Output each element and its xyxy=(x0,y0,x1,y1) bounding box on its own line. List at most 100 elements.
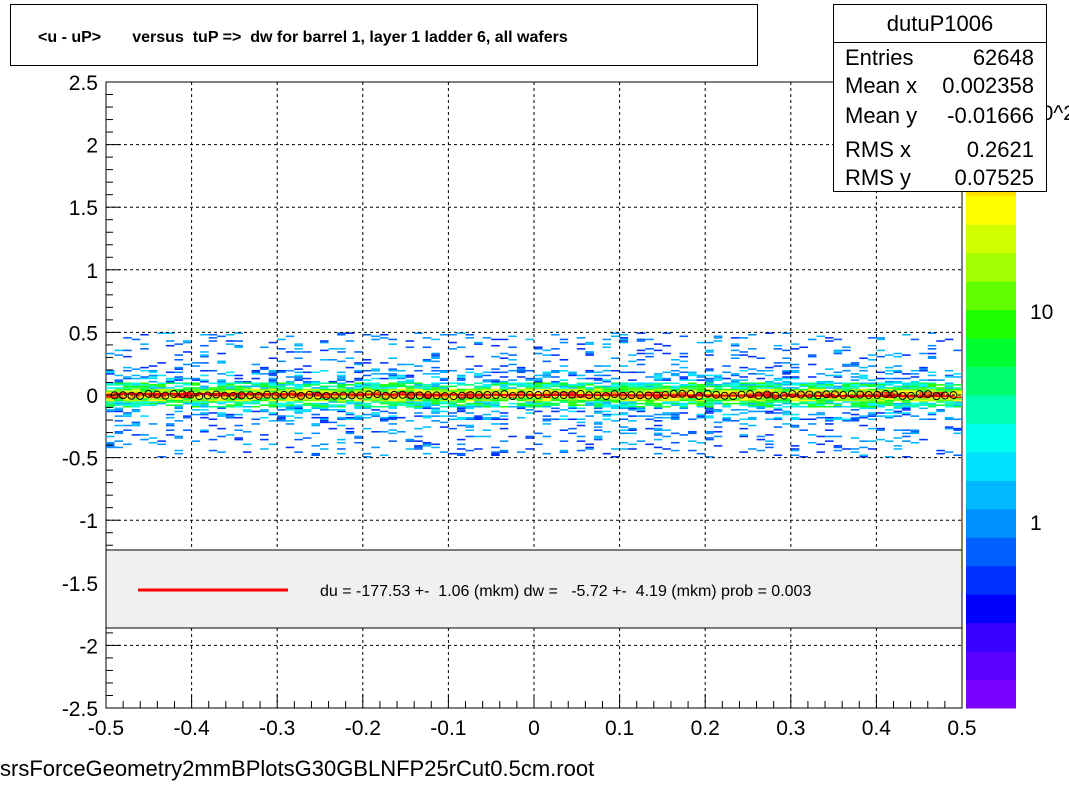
heatmap-cell xyxy=(645,352,654,355)
heatmap-cell xyxy=(405,385,415,388)
heatmap-cell xyxy=(191,413,201,416)
heatmap-cell xyxy=(474,365,483,367)
heatmap-cell xyxy=(790,391,800,394)
profile-point xyxy=(839,390,848,399)
heatmap-cell xyxy=(131,390,141,392)
heatmap-cell xyxy=(260,438,269,441)
heatmap-cell xyxy=(636,332,646,334)
heatmap-cell xyxy=(696,393,706,395)
heatmap-cell xyxy=(542,385,552,388)
heatmap-cell xyxy=(679,405,689,408)
heatmap-cell xyxy=(748,398,757,400)
heatmap-cell xyxy=(790,454,800,457)
heatmap-cell xyxy=(140,390,149,392)
heatmap-cell xyxy=(499,440,509,442)
heatmap-cell xyxy=(730,379,740,381)
heatmap-cell xyxy=(388,374,398,377)
heatmap-cell xyxy=(748,385,757,388)
profile-point xyxy=(237,391,246,400)
heatmap-cell xyxy=(748,401,757,403)
x-tick-label: 0.3 xyxy=(776,717,805,740)
heatmap-cell xyxy=(773,388,783,391)
heatmap-cell xyxy=(345,340,355,342)
heatmap-cell xyxy=(208,388,218,391)
heatmap-cell xyxy=(131,387,141,389)
heatmap-cell xyxy=(422,384,432,386)
heatmap-cell xyxy=(123,398,132,400)
heatmap-cell xyxy=(439,405,449,408)
heatmap-cell xyxy=(790,393,800,395)
heatmap-cell xyxy=(688,440,697,442)
heatmap-cell xyxy=(123,412,132,414)
heatmap-cell xyxy=(491,451,500,453)
profile-point xyxy=(729,392,738,401)
heatmap-cell xyxy=(542,398,552,400)
heatmap-cell xyxy=(208,399,218,402)
heatmap-cell xyxy=(919,390,928,392)
heatmap-cell xyxy=(379,388,389,391)
heatmap-cell xyxy=(662,379,671,381)
heatmap-cell xyxy=(773,390,783,392)
heatmap-cell xyxy=(534,396,543,399)
heatmap-cell xyxy=(910,391,920,394)
heatmap-cell xyxy=(782,390,791,392)
heatmap-cell xyxy=(422,359,432,361)
heatmap-cell xyxy=(636,399,646,402)
heatmap-cell xyxy=(525,401,534,403)
heatmap-cell xyxy=(551,354,560,356)
heatmap-cell xyxy=(114,374,124,377)
axes: -0.5 -0.4 -0.3 -0.2 -0.1 0 0.1 0.2 0.3 0.4 0.52.52… xyxy=(62,72,977,740)
heatmap-cell xyxy=(628,432,637,435)
heatmap-cell xyxy=(131,434,141,436)
heatmap-cell xyxy=(354,363,363,366)
heatmap-cell xyxy=(636,391,646,394)
profile-point xyxy=(746,390,755,399)
heatmap-cell xyxy=(927,396,937,399)
heatmap-cell xyxy=(807,396,817,399)
heatmap-cell xyxy=(448,398,457,400)
heatmap-cell xyxy=(645,355,654,358)
heatmap-cell xyxy=(217,390,226,392)
heatmap-cell xyxy=(354,377,363,380)
heatmap-cell xyxy=(362,456,372,458)
heatmap-cell xyxy=(302,371,312,374)
heatmap-cell xyxy=(542,388,552,391)
heatmap-cell xyxy=(902,384,911,386)
heatmap-cell xyxy=(884,388,894,391)
heatmap-cell xyxy=(191,391,201,394)
heatmap-cell xyxy=(516,385,526,388)
heatmap-cell xyxy=(174,354,184,356)
heatmap-cell xyxy=(456,418,466,421)
heatmap-cell xyxy=(131,402,141,405)
y-tick-label: 1.5 xyxy=(69,197,98,220)
heatmap-cell xyxy=(730,420,740,422)
heatmap-cell xyxy=(371,385,380,388)
heatmap-cell xyxy=(748,405,757,408)
heatmap-cell xyxy=(884,373,894,375)
heatmap-cell xyxy=(456,452,466,455)
heatmap-cell xyxy=(653,343,663,345)
heatmap-cell xyxy=(320,421,329,424)
heatmap-cell xyxy=(294,374,303,377)
profile-point xyxy=(263,390,272,399)
heatmap-cell xyxy=(140,399,149,402)
heatmap-cell xyxy=(645,443,654,446)
heatmap-cell xyxy=(217,387,226,389)
heatmap-cell xyxy=(944,388,954,391)
heatmap-cell xyxy=(148,402,158,405)
heatmap-cell xyxy=(200,399,209,402)
heatmap-cell xyxy=(842,390,851,392)
heatmap-cell xyxy=(636,385,646,388)
heatmap-cell xyxy=(936,399,945,402)
heatmap-cell xyxy=(165,413,175,416)
heatmap-cell xyxy=(414,369,423,372)
heatmap-cell xyxy=(696,452,706,455)
heatmap-cell xyxy=(765,443,774,446)
heatmap-cell xyxy=(653,413,663,416)
heatmap-cell xyxy=(850,365,860,367)
heatmap-cell xyxy=(448,348,457,350)
heatmap-cell xyxy=(636,387,646,389)
heatmap-cell xyxy=(782,369,791,372)
heatmap-cell xyxy=(619,407,629,410)
heatmap-cell xyxy=(465,412,475,414)
